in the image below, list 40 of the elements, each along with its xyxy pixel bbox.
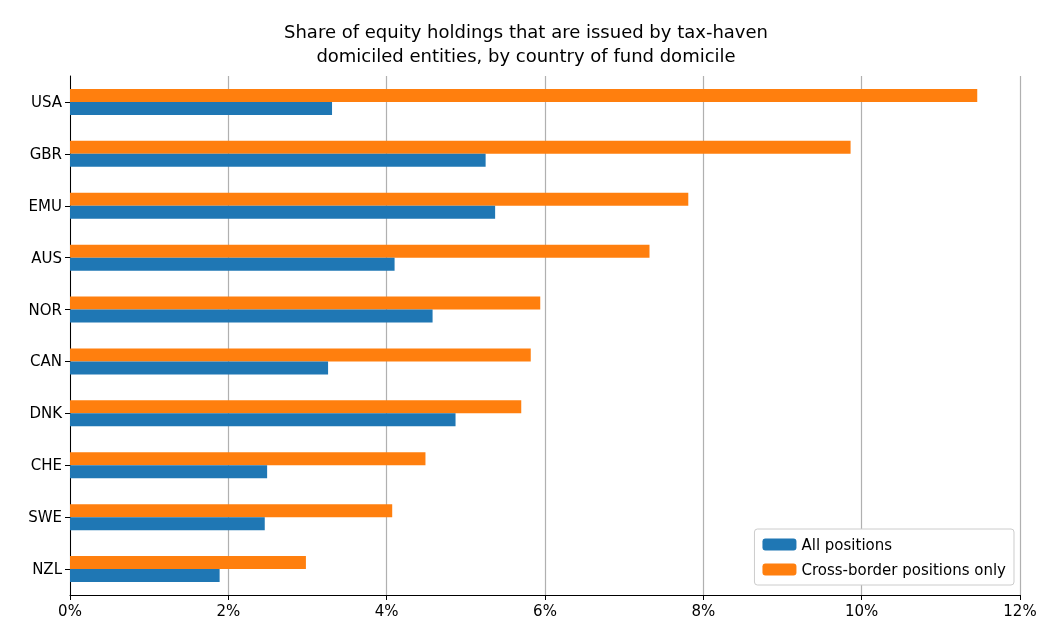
bar <box>70 244 650 258</box>
x-tick-label: 2% <box>216 601 241 620</box>
legend-label: Cross-border positions only <box>801 560 1007 579</box>
y-tick-label: DNK <box>29 404 64 423</box>
bar <box>70 517 265 531</box>
y-tick-label: GBR <box>29 144 62 163</box>
bar <box>70 88 978 102</box>
bar <box>70 257 395 271</box>
bar <box>70 101 333 115</box>
x-tick-label: 10% <box>844 601 879 620</box>
y-tick-label: EMU <box>28 196 62 215</box>
bar <box>70 192 689 206</box>
x-tick-label: 0% <box>58 601 82 620</box>
x-tick-label: 12% <box>1003 601 1037 620</box>
bar <box>70 556 306 570</box>
bar <box>70 569 220 583</box>
bar <box>70 465 268 479</box>
x-tick-label: 4% <box>374 601 399 620</box>
bar <box>70 296 541 310</box>
bar <box>70 153 486 167</box>
bar <box>70 452 426 466</box>
bar <box>70 348 531 362</box>
legend-label: All positions <box>801 535 893 554</box>
bar <box>70 413 456 427</box>
y-tick-label: SWE <box>28 508 62 527</box>
y-tick-label: AUS <box>31 248 62 267</box>
bar <box>70 504 393 518</box>
y-tick-label: NZL <box>32 560 63 579</box>
bar <box>70 309 433 323</box>
bar <box>70 205 496 219</box>
y-tick-label: CAN <box>30 352 62 371</box>
y-tick-label: USA <box>30 92 63 111</box>
y-tick-label: CHE <box>30 456 62 475</box>
y-tick-label: NOR <box>28 300 62 319</box>
x-tick-label: 8% <box>691 601 716 620</box>
bar <box>70 361 329 375</box>
bar <box>70 140 851 154</box>
x-tick-label: 6% <box>533 601 557 620</box>
bar <box>70 400 522 414</box>
chart-title: Share of equity holdings that are issued by tax-haven domiciled entities, by country of fund domicile <box>284 20 768 66</box>
